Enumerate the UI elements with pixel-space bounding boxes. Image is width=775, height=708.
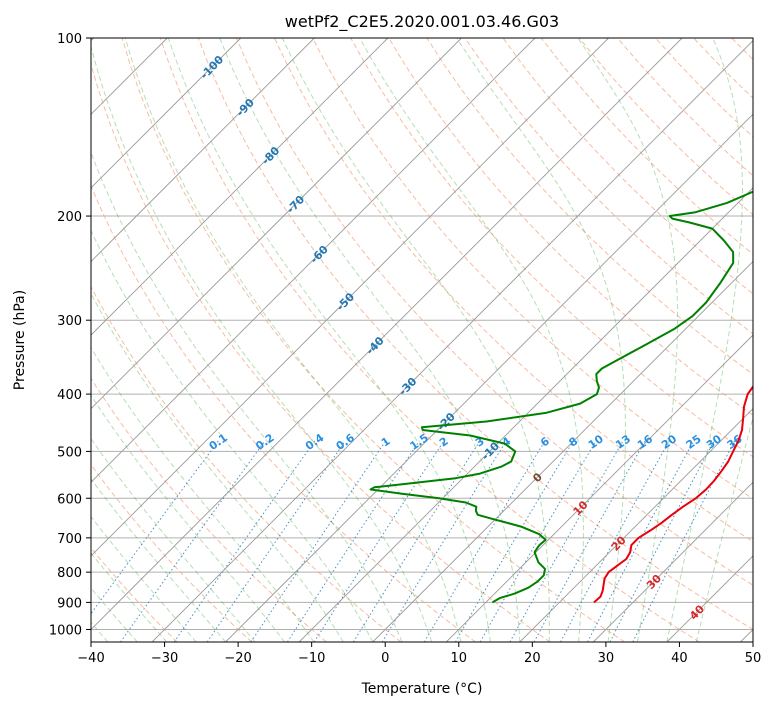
isotherm: [91, 38, 389, 336]
x-tick-label: −10: [298, 651, 325, 666]
mixing-ratio-line: [173, 440, 316, 642]
isotherm: [91, 38, 462, 410]
moist-adiabat: [91, 44, 432, 642]
moist-adiabat: [359, 38, 584, 642]
dry-adiabat: [388, 38, 753, 416]
mixing-ratio-line: [91, 440, 219, 615]
isotherm: [91, 38, 683, 631]
mixing-ratio-line: [250, 440, 387, 642]
mixing-ratio-line: [454, 440, 574, 642]
dry-adiabats: [91, 38, 753, 642]
dry-adiabat: [91, 377, 327, 642]
isotherm: [445, 334, 753, 642]
isotherm: [519, 408, 753, 642]
isotherm: [225, 113, 753, 642]
x-tick-label: −30: [151, 651, 178, 666]
moist-adiabat: [456, 38, 626, 642]
isotherm: [372, 260, 753, 642]
x-axis-ticks: −40 −30 −20 −10 0 10 20 30 40 50: [77, 642, 761, 666]
dry-adiabat: [159, 38, 700, 642]
moist-adiabat: [91, 478, 226, 642]
dry-adiabat: [502, 38, 753, 295]
moist-adiabat: [91, 292, 344, 642]
moist-adiabat: [666, 38, 744, 642]
dry-adiabat: [121, 38, 625, 642]
dry-adiabat: [91, 547, 178, 642]
mixing-ratio-line: [352, 440, 481, 642]
y-tick-label: 600: [57, 492, 82, 507]
x-tick-label: 10: [451, 651, 468, 666]
y-tick-label: 400: [57, 388, 82, 403]
x-axis-title: Temperature (°C): [361, 681, 483, 697]
isotherm: [91, 38, 242, 189]
moist-adiabat: [91, 394, 285, 642]
isotherm: [91, 38, 315, 263]
dry-adiabat: [312, 38, 753, 500]
x-tick-label: 20: [524, 651, 541, 666]
moist-adiabat: [695, 415, 753, 642]
profile-series: [369, 190, 753, 604]
dry-adiabat: [426, 38, 753, 375]
pressure-gridlines: [91, 38, 753, 630]
temperature-profile: [593, 385, 753, 604]
moist-adiabat: [91, 229, 374, 642]
mixing-ratio-line: [509, 440, 624, 642]
x-tick-label: −40: [77, 651, 104, 666]
moist-adiabat: [577, 38, 678, 642]
moist-adiabat: [124, 38, 462, 642]
moist-adiabat: [167, 38, 491, 642]
mixing-ratio-line: [479, 440, 597, 642]
mixing-ratio-line: [632, 440, 736, 642]
isotherm: [151, 40, 753, 642]
x-tick-label: 50: [745, 651, 762, 666]
y-axis-title: Pressure (hPa): [12, 290, 28, 390]
dewpoint-profile: [369, 190, 753, 604]
mixing-ratio-line: [313, 440, 445, 642]
isotherm: [91, 38, 609, 557]
dry-adiabat: [91, 62, 551, 642]
isotherms: [91, 38, 753, 642]
isotherm: [593, 481, 753, 642]
plot-frame: [90, 37, 754, 643]
mixing-ratio-line: [423, 440, 546, 642]
y-tick-label: 300: [57, 314, 82, 329]
isotherm: [298, 187, 753, 642]
x-tick-label: 0: [381, 651, 389, 666]
y-axis-ticks: 100 200 300 400 500 600 700 800 900 1000: [49, 32, 91, 638]
y-tick-label: 100: [57, 32, 82, 47]
dry-adiabat: [197, 38, 753, 631]
x-tick-label: −20: [224, 651, 251, 666]
x-tick-label: 40: [671, 651, 688, 666]
mixing-ratio-line: [533, 440, 646, 642]
isotherm: [91, 38, 536, 483]
dry-adiabat: [91, 463, 253, 642]
dry-adiabat: [91, 184, 476, 642]
y-tick-label: 200: [57, 210, 82, 225]
mixing-ratio-line: [206, 440, 346, 642]
moist-adiabat: [219, 38, 521, 642]
moist-adiabat: [91, 346, 315, 642]
y-tick-label: 500: [57, 445, 82, 460]
x-tick-label: 30: [598, 651, 615, 666]
y-tick-label: 800: [57, 566, 82, 581]
moist-adiabat: [91, 437, 256, 642]
dry-adiabat: [235, 38, 753, 586]
y-tick-label: 700: [57, 532, 82, 547]
moist-adiabats: [91, 38, 753, 642]
mixing-ratio-line: [286, 440, 420, 642]
y-tick-label: 1000: [49, 623, 82, 638]
moist-adiabat: [281, 38, 550, 642]
chart-title: wetPf2_C2E5.2020.001.03.46.G03: [285, 12, 559, 32]
y-tick-label: 900: [57, 596, 82, 611]
